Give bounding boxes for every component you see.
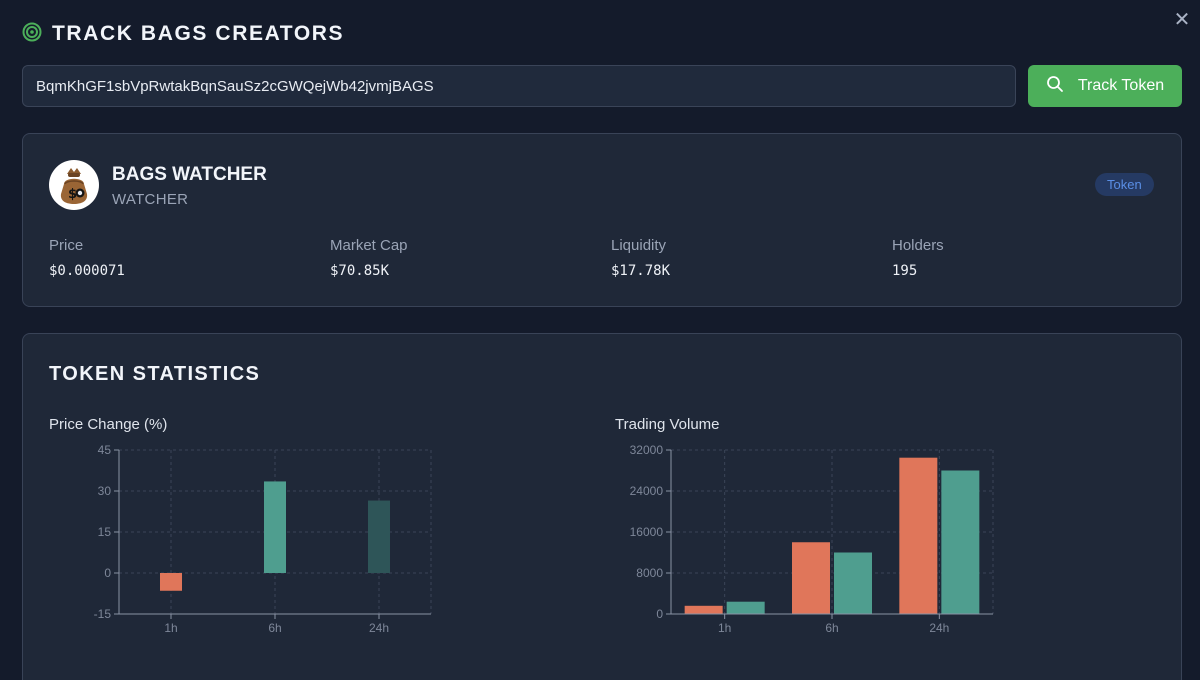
page-header: TRACK BAGS CREATORS <box>22 20 344 48</box>
bar <box>792 542 830 614</box>
bar <box>834 552 872 614</box>
stat-value: $0.000071 <box>49 263 125 279</box>
token-statistics-card: TOKEN STATISTICS Price Change (%) -15 0 15… <box>22 333 1182 680</box>
y-tick-label: -15 <box>94 607 112 621</box>
y-tick-label: 45 <box>98 443 112 457</box>
money-bag-icon: $ <box>49 160 99 210</box>
bar <box>899 457 938 614</box>
stat-label: Market Cap <box>330 237 408 254</box>
token-type-badge: Token <box>1095 173 1154 196</box>
track-token-button[interactable]: Track Token <box>1028 65 1182 107</box>
price-change-chart: -15 0 15 30 45 1h 6h 24h <box>94 443 432 635</box>
track-token-label: Track Token <box>1077 77 1165 94</box>
token-name: BAGS WATCHER <box>112 164 267 185</box>
section-title: TOKEN STATISTICS <box>49 363 261 385</box>
token-address-input[interactable] <box>22 65 1016 107</box>
y-tick-label: 24000 <box>630 484 664 498</box>
price-change-chart-title: Price Change (%) <box>49 416 168 433</box>
stat-price: Price $0.000071 <box>49 237 125 279</box>
y-tick-label: 15 <box>98 525 112 539</box>
stat-label: Holders <box>892 237 944 254</box>
bar <box>726 601 765 614</box>
stat-holders: Holders 195 <box>892 237 944 279</box>
bar <box>941 470 980 614</box>
stat-liquidity: Liquidity $17.78K <box>611 237 670 279</box>
y-tick-label: 30 <box>98 484 112 498</box>
stat-value: $70.85K <box>330 263 390 279</box>
x-tick-label: 24h <box>369 621 389 635</box>
token-info-card: $ BAGS WATCHER WATCHER Token Price $0.00… <box>22 133 1182 307</box>
search-icon <box>1046 75 1064 98</box>
stat-value: $17.78K <box>611 263 671 279</box>
x-tick-label: 6h <box>825 621 838 635</box>
stat-label: Liquidity <box>611 237 667 254</box>
x-tick-label: 1h <box>164 621 177 635</box>
stat-label: Price <box>49 237 84 254</box>
page-title: TRACK BAGS CREATORS <box>52 22 345 45</box>
y-tick-label: 16000 <box>630 525 664 539</box>
trading-volume-chart: 0 8000 16000 24000 32000 1h 6h 24h <box>630 443 994 635</box>
y-tick-label: 8000 <box>636 566 663 580</box>
stat-value: 195 <box>892 263 918 279</box>
bar <box>368 500 390 573</box>
bar <box>264 481 286 573</box>
trading-volume-chart-title: Trading Volume <box>615 416 720 433</box>
svg-text:$: $ <box>68 187 77 202</box>
y-tick-label: 32000 <box>630 443 664 457</box>
x-tick-label: 1h <box>718 621 731 635</box>
bar <box>160 573 182 591</box>
y-tick-label: 0 <box>104 566 111 580</box>
stat-market-cap: Market Cap $70.85K <box>330 237 408 279</box>
bar <box>684 605 723 614</box>
close-icon[interactable]: ✕ <box>1173 9 1191 31</box>
x-tick-label: 24h <box>929 621 949 635</box>
x-tick-label: 6h <box>268 621 281 635</box>
target-icon <box>22 22 42 47</box>
token-symbol: WATCHER <box>112 191 189 208</box>
search-row: Track Token <box>22 65 1182 107</box>
y-tick-label: 0 <box>656 607 663 621</box>
